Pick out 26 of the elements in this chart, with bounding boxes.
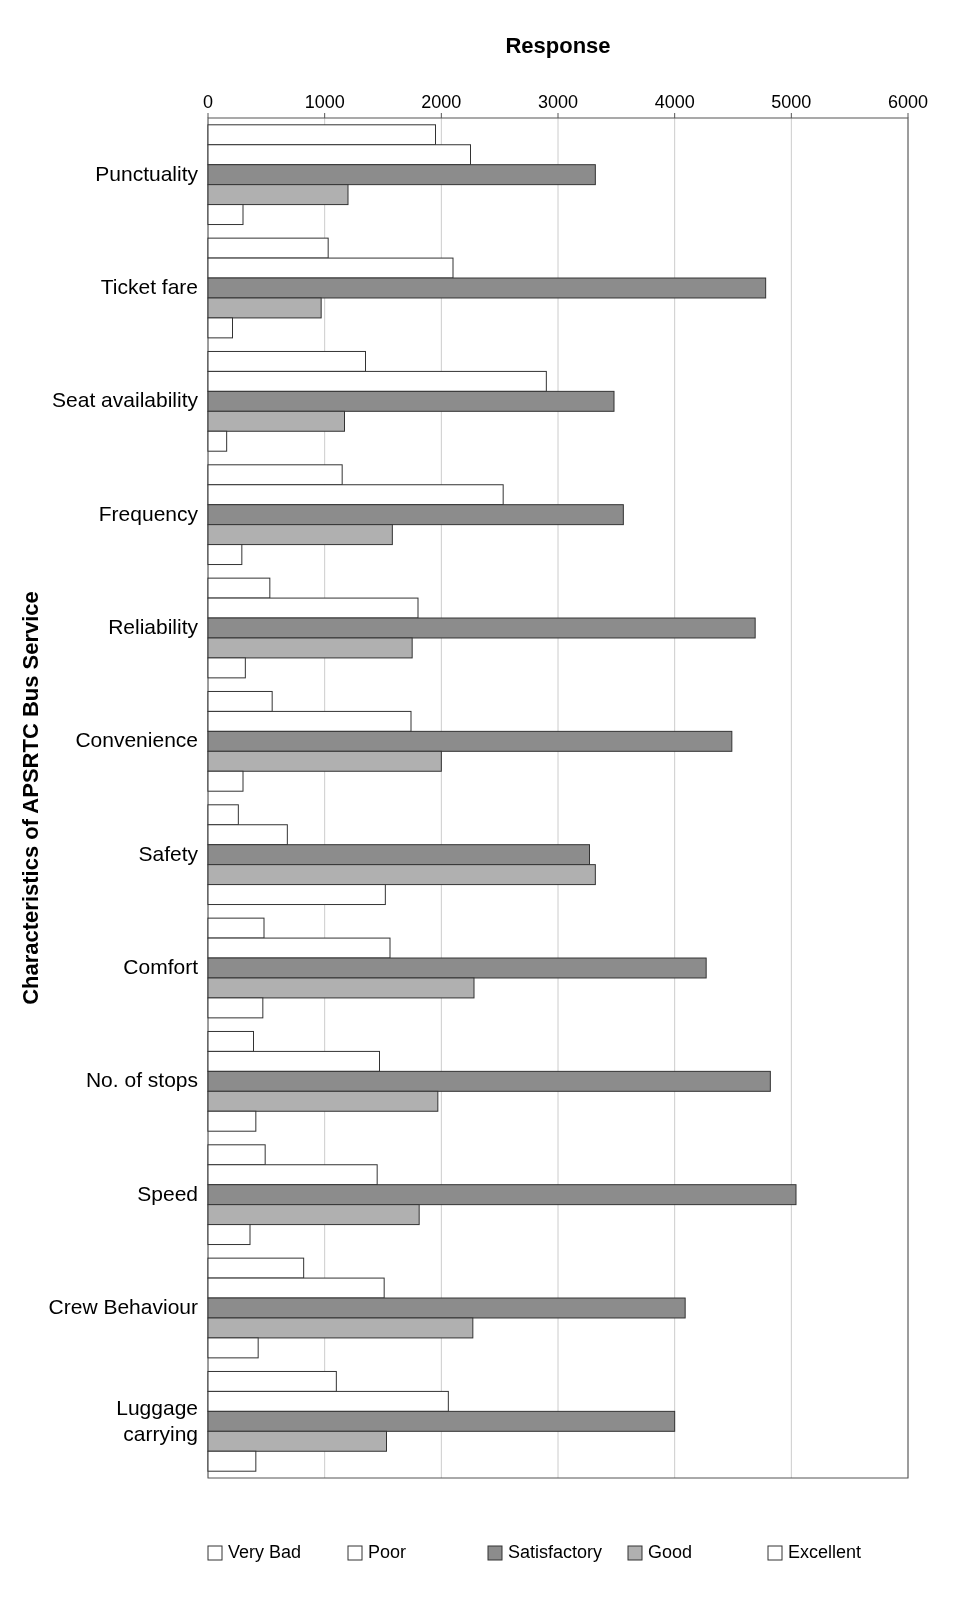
- x-tick-label: 6000: [887, 92, 929, 112]
- x-tick-label: 0: [202, 92, 214, 112]
- y-tick-label: Seat availability: [52, 387, 199, 411]
- x-tick-label: 3000: [537, 92, 579, 112]
- x-tick-label: 1000: [304, 92, 345, 112]
- x-axis-title: Response: [505, 33, 611, 58]
- x-tick-label: 4000: [654, 92, 695, 112]
- y-tick-label: No. of stops: [85, 1067, 198, 1091]
- x-tick-label: 5000: [771, 92, 812, 112]
- y-tick-label: Convenience: [75, 727, 198, 751]
- legend-label: Very Bad: [228, 1542, 302, 1562]
- y-tick-label: Speed: [137, 1181, 198, 1205]
- y-tick-label: Reliability: [108, 614, 199, 638]
- legend-label: Good: [648, 1542, 693, 1562]
- y-tick-label: Frequency: [98, 501, 199, 525]
- legend-label: Satisfactory: [508, 1542, 603, 1562]
- y-tick-label: Crew Behaviour: [48, 1294, 198, 1318]
- y-tick-label: Comfort: [123, 954, 199, 978]
- legend-label: Poor: [368, 1542, 407, 1562]
- y-tick-label: Punctuality: [95, 161, 199, 185]
- y-tick-label: Ticket fare: [100, 274, 198, 298]
- x-tick-label: 2000: [421, 92, 462, 112]
- y-tick-label: Luggage carrying: [116, 1395, 198, 1445]
- y-axis-title: Characteristics of APSRTC Bus Service: [18, 591, 43, 1005]
- y-tick-label: Safety: [138, 841, 199, 865]
- legend-label: Excellent: [788, 1542, 862, 1562]
